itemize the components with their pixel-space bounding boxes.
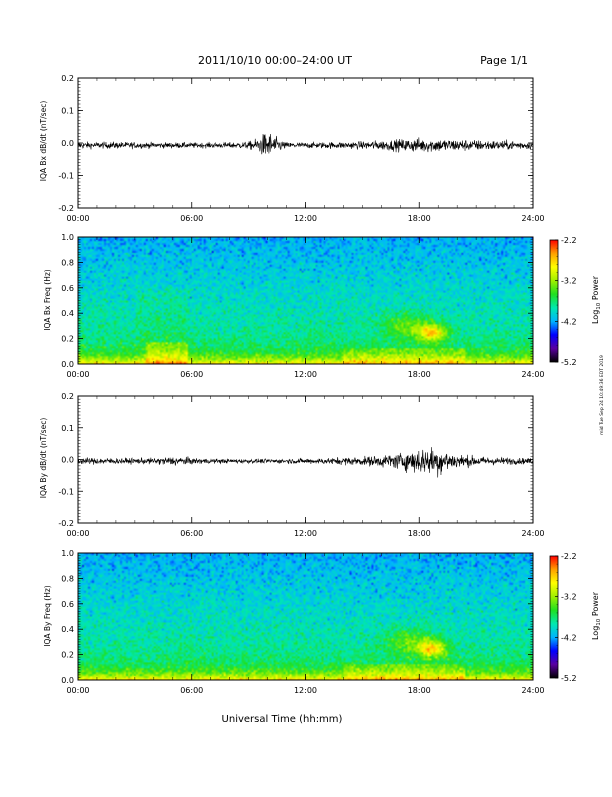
bx-waveform-trace [77,133,534,155]
colorbar-gradient [549,555,559,679]
timestamp-stamp: mid Tue Sep 24 10:49:36 EDT 2019 [599,355,605,435]
by-waveform-xtick-label: 18:00 [408,529,431,538]
by-spectrogram-ytick-label: 1.0 [61,549,74,558]
bx-waveform-ylabel-group: IQA Bx dB/dt (nT/sec) [39,101,48,182]
by-spectrogram-xtick-label: 18:00 [408,686,431,695]
by-waveform-ytick-label: 0.1 [61,424,74,433]
bx-waveform-xtick-label: 18:00 [408,214,431,223]
by-spectrogram-xtick-label: 00:00 [66,686,89,695]
bx-spectrogram-ytick-label: 1.0 [61,233,74,242]
colorbar-tick-label: -5.2 [561,358,577,367]
bx-spectrogram-ytick-label: 0.8 [61,258,74,267]
bx-waveform-ytick-label: 0.0 [61,139,74,148]
by-spectrogram-xtick-label: 24:00 [521,686,544,695]
bx-spectrogram-xtick-label: 06:00 [180,370,203,379]
x-axis-label: Universal Time (hh:mm) [222,714,343,725]
by-spectrogram-ytick-label: 0.8 [61,574,74,583]
by-spectrogram-xtick-label: 06:00 [180,686,203,695]
by-waveform-trace [77,447,534,478]
bx-waveform-ytick-label: -0.1 [58,172,74,181]
by-waveform-panel: IQA By dB/dt (nT/sec) 0.20.10.0-0.1-0.20… [39,392,545,538]
by-spectrogram-ytick-label: 0.0 [61,676,74,685]
by-spectrogram-image [78,553,533,680]
by-spectrogram-ytick-label: 0.4 [61,625,74,634]
colorbar-tick-label: -5.2 [561,674,577,683]
colorbar-tick-label: -3.2 [561,277,577,286]
bx-spectrogram-ytick-label: 0.2 [61,335,74,344]
bx-waveform-xtick-label: 24:00 [521,214,544,223]
bx-colorbar: -2.2 -3.2 -4.2 -5.2 [549,236,577,367]
bx-waveform-xtick-label: 06:00 [180,214,203,223]
bx-waveform-ytick-label: 0.2 [61,74,74,83]
colorbar-gradient [549,239,559,363]
by-spectrogram-ytick-label: 0.2 [61,651,74,660]
by-waveform-xtick-label: 24:00 [521,529,544,538]
colorbar-tick-label: -2.2 [561,236,577,245]
by-colorbar-label: Log10 Power [591,591,602,640]
by-waveform-ytick-label: -0.2 [58,519,74,528]
bx-spectrogram-image [78,237,533,364]
bx-spectrogram-xtick-label: 12:00 [294,370,317,379]
by-spectrogram-xtick-label: 12:00 [294,686,317,695]
by-waveform-ylabel: IQA By dB/dt (nT/sec) [39,418,48,499]
bx-waveform-panel: IQA Bx dB/dt (nT/sec) 0.20.10.0-0.1-0.20… [39,74,545,223]
bx-spectrogram-xtick-label: 00:00 [66,370,89,379]
bx-waveform-ytick-label: 0.1 [61,107,74,116]
colorbar-tick-label: -4.2 [561,317,577,326]
colorbar-tick-label: -2.2 [561,552,577,561]
by-waveform-frame [77,395,534,524]
bx-waveform-ylabel: IQA Bx dB/dt (nT/sec) [39,101,48,182]
by-waveform-xtick-label: 12:00 [294,529,317,538]
bx-spectrogram-ylabel: IQA Bx Freq (Hz) [43,269,52,331]
bx-waveform-ytick-label: -0.2 [58,204,74,213]
by-waveform-ytick-label: 0.0 [61,456,74,465]
bx-colorbar-label: Log10 Power [591,275,602,324]
by-spectrogram-panel: IQA By Freq (Hz) 1.0 0.8 0.6 0.4 0.2 0.000:00… [43,549,545,695]
bx-spectrogram-xtick-label: 24:00 [521,370,544,379]
by-waveform-xtick-label: 00:00 [66,529,89,538]
by-spectrogram-ylabel: IQA By Freq (Hz) [43,585,52,647]
bx-spectrogram-xtick-label: 18:00 [408,370,431,379]
bx-waveform-xtick-label: 00:00 [66,214,89,223]
by-waveform-ytick-label: 0.2 [61,392,74,401]
by-waveform-ytick-label: -0.1 [58,487,74,496]
bx-spectrogram-panel: IQA Bx Freq (Hz) 1.0 0.8 0.6 0.4 0.2 0.000:00… [43,233,545,379]
bx-waveform-xtick-label: 12:00 [294,214,317,223]
bx-spectrogram-ytick-label: 0.4 [61,309,74,318]
page-label: Page 1/1 [480,54,528,67]
by-waveform-xtick-label: 06:00 [180,529,203,538]
by-colorbar: -2.2 -3.2 -4.2 -5.2 [549,552,577,683]
by-spectrogram-ytick-label: 0.6 [61,600,74,609]
bx-spectrogram-ytick-label: 0.0 [61,360,74,369]
colorbar-tick-label: -3.2 [561,593,577,602]
colorbar-tick-label: -4.2 [561,633,577,642]
chart-title: 2011/10/10 00:00–24:00 UT [198,54,352,67]
bx-spectrogram-ytick-label: 0.6 [61,284,74,293]
